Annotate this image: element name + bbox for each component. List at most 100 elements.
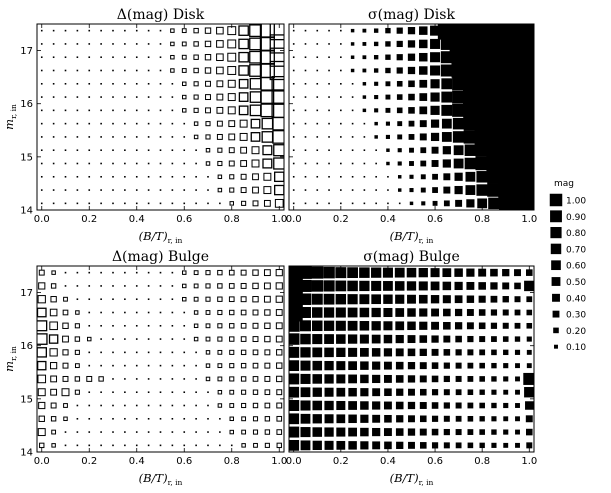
data-square	[229, 389, 235, 395]
data-square	[264, 429, 271, 435]
data-square	[491, 389, 497, 395]
x-tick-label: 0.8	[474, 456, 490, 467]
data-square	[260, 103, 275, 118]
data-square	[431, 389, 439, 396]
data-square	[250, 132, 261, 142]
data-square	[487, 170, 501, 184]
data-square	[240, 349, 247, 356]
data-square	[526, 363, 532, 369]
data-square	[229, 376, 235, 382]
data-square	[205, 134, 211, 140]
data-square	[76, 82, 79, 85]
data-square	[336, 361, 346, 371]
data-square	[52, 82, 55, 85]
data-square	[147, 391, 150, 394]
data-square	[63, 403, 68, 408]
data-square	[526, 296, 533, 303]
data-square	[49, 321, 58, 331]
data-square	[40, 96, 43, 98]
data-square	[452, 103, 466, 117]
data-square	[371, 294, 381, 305]
data-square	[488, 197, 500, 210]
data-square	[147, 29, 150, 32]
data-square	[159, 378, 162, 380]
data-square	[289, 439, 300, 451]
data-square	[147, 271, 150, 274]
data-square	[88, 122, 91, 125]
data-square	[372, 414, 381, 423]
data-square	[397, 188, 402, 192]
data-square	[479, 416, 485, 422]
data-square	[193, 41, 199, 47]
data-square	[195, 175, 197, 178]
data-square	[396, 107, 403, 114]
data-square	[316, 202, 319, 205]
data-square	[263, 282, 271, 290]
data-square	[181, 41, 187, 47]
data-square	[276, 415, 283, 422]
data-square	[397, 134, 403, 140]
y-axis-label: mr, in	[2, 104, 18, 130]
data-square	[385, 54, 391, 60]
data-square	[100, 324, 102, 327]
data-square	[348, 361, 357, 371]
data-square	[88, 364, 91, 367]
data-square	[525, 401, 534, 410]
x-tick-label: 1.0	[521, 214, 537, 225]
data-square	[260, 90, 275, 104]
data-square	[217, 349, 223, 355]
data-square	[112, 69, 114, 72]
data-square	[204, 27, 212, 34]
x-axis-label: (B/T)r, in	[390, 229, 434, 245]
data-square	[395, 334, 404, 344]
data-square	[272, 116, 284, 131]
data-square	[50, 362, 58, 370]
data-square	[464, 144, 477, 156]
data-square	[251, 159, 260, 168]
data-square	[207, 202, 209, 205]
data-square	[64, 149, 67, 152]
data-square	[183, 311, 186, 314]
data-square	[40, 69, 43, 72]
data-square	[479, 402, 485, 409]
data-square	[396, 80, 403, 87]
data-square	[170, 54, 175, 60]
data-square	[430, 295, 440, 304]
data-square	[205, 323, 211, 329]
data-square	[431, 362, 439, 369]
data-square	[419, 335, 428, 343]
data-square	[88, 136, 91, 138]
data-square	[525, 415, 533, 423]
data-square	[195, 351, 197, 354]
data-square	[40, 202, 43, 205]
data-square	[491, 376, 497, 382]
data-square	[124, 29, 126, 32]
data-square	[170, 68, 175, 73]
data-square	[347, 280, 358, 292]
data-square	[40, 149, 43, 152]
legend-label: 0.40	[566, 294, 586, 304]
data-square	[216, 66, 224, 75]
plot-frame	[288, 23, 535, 211]
data-square	[74, 376, 81, 382]
data-square	[276, 429, 283, 435]
data-square	[135, 417, 138, 420]
data-square	[466, 268, 475, 277]
x-tick-label: 1.0	[521, 456, 537, 467]
data-square	[409, 201, 414, 206]
data-square	[86, 375, 93, 382]
data-square	[124, 136, 126, 138]
data-square	[515, 429, 520, 435]
data-square	[147, 175, 150, 178]
data-square	[100, 298, 102, 301]
data-square	[406, 267, 417, 278]
data-square	[383, 348, 393, 357]
data-square	[385, 81, 391, 87]
data-square	[51, 443, 56, 448]
data-square	[359, 294, 370, 305]
data-square	[524, 280, 534, 292]
data-square	[193, 94, 199, 100]
data-square	[360, 401, 369, 410]
data-square	[249, 50, 262, 64]
data-square	[64, 202, 67, 205]
